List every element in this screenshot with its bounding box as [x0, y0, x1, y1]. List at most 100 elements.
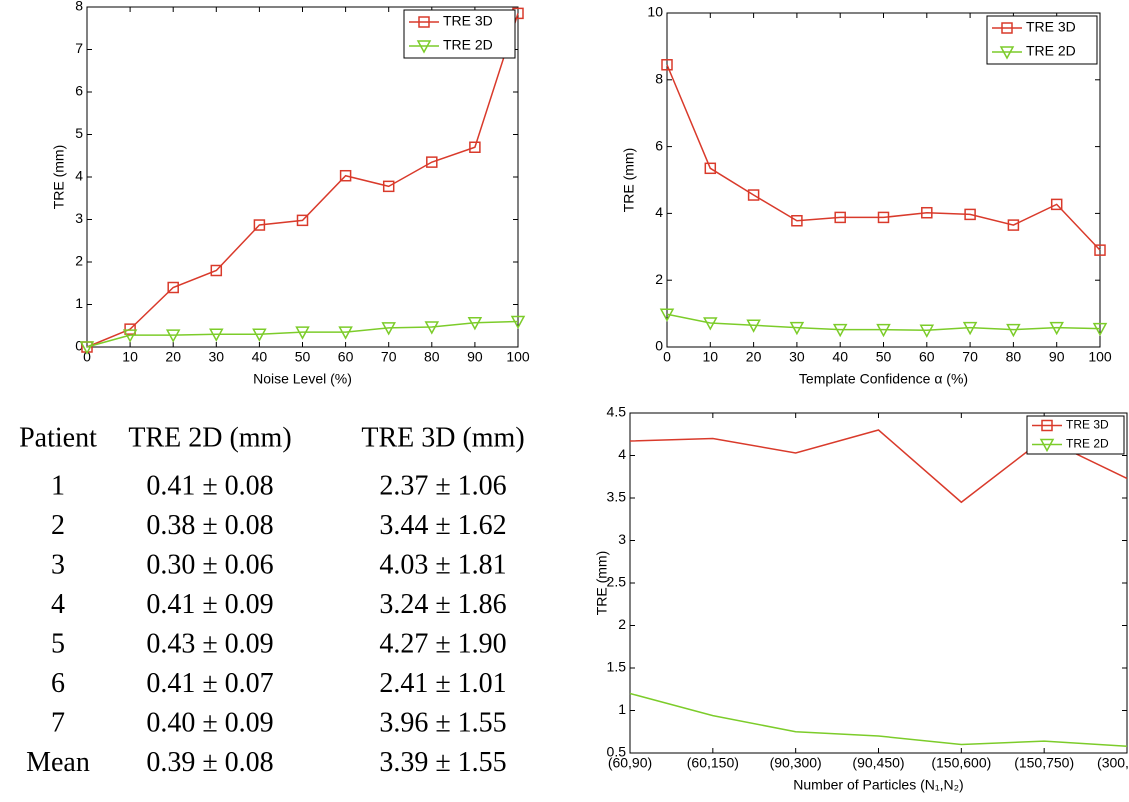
x-tick-label: (90,300): [770, 755, 822, 771]
table-cell: 0.43 ± 0.09: [146, 628, 273, 659]
marker: [381, 322, 396, 336]
marker: [469, 141, 481, 153]
marker: [876, 323, 891, 338]
marker: [165, 329, 181, 343]
y-tick-label: 7: [75, 40, 83, 56]
x-tick-label: (300,900): [1097, 755, 1129, 771]
marker: [167, 281, 179, 294]
marker: [747, 189, 760, 201]
marker: [1007, 219, 1020, 231]
y-tick-label: 2: [655, 271, 663, 287]
x-tick-label: (150,600): [931, 755, 991, 771]
marker: [1092, 322, 1108, 337]
table-cell: 5: [51, 628, 65, 659]
table-cell: 2.41 ± 1.01: [379, 668, 506, 699]
x-tick-label: 40: [832, 349, 848, 365]
x-tick-label: 70: [381, 349, 397, 365]
y-tick-label: 3: [75, 210, 83, 226]
table-cell: 3.24 ± 1.86: [379, 589, 506, 620]
legend-marker: [1041, 419, 1053, 432]
series-line: [629, 692, 1128, 747]
y-tick-label: 8: [75, 0, 83, 14]
marker: [122, 329, 138, 343]
y-tick-label: 0.5: [607, 744, 627, 760]
x-tick-label: 100: [506, 349, 530, 365]
x-axis-label: Template Confidence α (%): [799, 371, 968, 387]
marker: [964, 208, 976, 221]
marker: [1006, 323, 1021, 338]
table-cell: 0.39 ± 0.08: [146, 747, 273, 778]
marker: [210, 264, 223, 277]
table-cell: 1: [51, 470, 65, 501]
y-tick-label: 10: [647, 4, 663, 20]
marker: [252, 328, 267, 342]
marker: [921, 206, 933, 219]
y-tick-label: 1: [618, 701, 626, 717]
marker: [382, 180, 395, 193]
y-tick-label: 4: [618, 446, 626, 462]
legend-marker: [418, 16, 430, 28]
marker: [1094, 244, 1106, 256]
legend-label: TRE 2D: [1026, 43, 1076, 59]
table-cell: 4: [51, 589, 65, 620]
marker: [877, 211, 890, 224]
y-tick-label: 2.5: [607, 574, 627, 590]
marker: [424, 321, 440, 335]
marker: [962, 321, 978, 336]
x-tick-label: 90: [1049, 349, 1065, 365]
table-cell: 7: [51, 707, 65, 738]
y-tick-label: 1: [75, 295, 83, 311]
table-cell: 0.41 ± 0.08: [146, 470, 273, 501]
x-tick-label: 0: [663, 349, 671, 365]
x-tick-label: 20: [165, 349, 181, 365]
x-tick-label: 90: [467, 349, 483, 365]
x-tick-label: 10: [703, 349, 719, 365]
y-tick-label: 6: [75, 83, 83, 99]
legend-label: TRE 2D: [1066, 437, 1109, 451]
x-tick-label: 60: [919, 349, 935, 365]
legend-label: TRE 3D: [443, 13, 493, 29]
legend-box: [1026, 415, 1125, 455]
x-tick-label: (150,750): [1014, 755, 1074, 771]
series-line: [666, 64, 1101, 251]
x-tick-label: 50: [876, 349, 892, 365]
marker: [124, 323, 136, 335]
y-tick-label: 4: [655, 204, 663, 220]
y-tick-label: 6: [655, 137, 663, 153]
x-tick-label: 70: [962, 349, 978, 365]
legend-marker: [1001, 22, 1013, 34]
plot-frame: [629, 412, 1128, 754]
x-axis-label: Noise Level (%): [253, 371, 352, 387]
x-tick-label: 30: [209, 349, 225, 365]
legend-marker: [1039, 438, 1055, 453]
x-tick-label: (60,150): [687, 755, 739, 771]
table-header: TRE 2D (mm): [128, 422, 291, 453]
marker: [426, 156, 438, 168]
legend-marker: [416, 40, 432, 54]
marker: [704, 162, 717, 175]
marker: [467, 317, 483, 331]
marker: [789, 321, 805, 336]
marker: [1049, 321, 1064, 336]
x-tick-label: 30: [789, 349, 805, 365]
marker: [919, 324, 935, 338]
table-cell: 3: [51, 549, 65, 580]
marker: [834, 211, 846, 224]
legend-label: TRE 3D: [1066, 418, 1109, 432]
x-axis-label: Number of Particles (N₁,N₂): [793, 777, 963, 793]
marker: [791, 214, 803, 227]
marker: [659, 308, 675, 322]
table-cell: 2.37 ± 1.06: [379, 470, 506, 501]
table-cell: 6: [51, 668, 65, 699]
y-tick-label: 2: [618, 616, 626, 632]
y-axis-label: TRE (mm): [51, 145, 67, 210]
y-tick-label: 4: [75, 168, 83, 184]
table-header: Patient: [19, 422, 97, 453]
y-tick-label: 8: [655, 71, 663, 87]
marker: [832, 323, 848, 338]
x-tick-label: 50: [295, 349, 311, 365]
table-cell: 0.41 ± 0.07: [146, 668, 273, 699]
marker: [209, 328, 224, 342]
marker: [510, 315, 526, 330]
